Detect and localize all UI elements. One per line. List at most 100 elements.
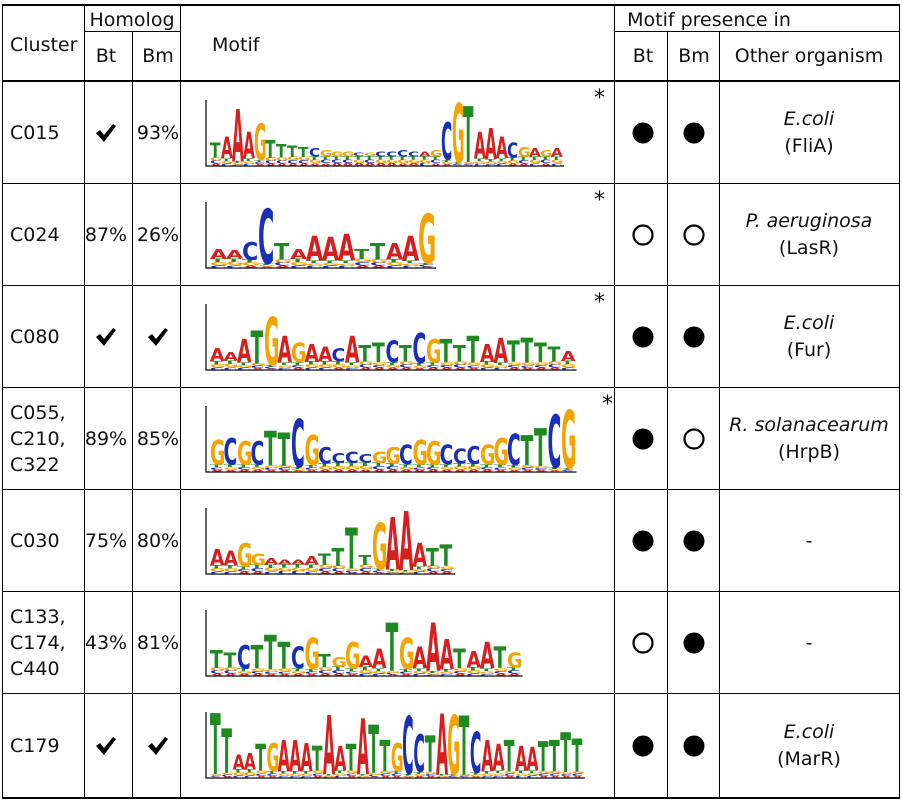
logo-minor-letter: A <box>397 163 409 168</box>
logo-letter: A <box>413 641 428 676</box>
logo-minor-letter: A <box>372 367 387 371</box>
logo-minor-letter: C <box>413 673 427 677</box>
logo-minor-letter: G <box>210 261 228 266</box>
logo-minor-letter: A <box>320 163 332 168</box>
logo-minor-letter: G <box>290 261 308 266</box>
logo-minor-letter: T <box>515 770 526 774</box>
logo-minor-letter: A <box>305 470 320 473</box>
logo-minor-letter: C <box>399 573 413 575</box>
logo-minor-letter: C <box>306 265 322 269</box>
logo-minor-letter: A <box>399 674 414 677</box>
logo-minor-letter: G <box>210 667 225 672</box>
logo-minor-letter: C <box>278 570 292 575</box>
logo-minor-letter: C <box>413 571 427 575</box>
logo-minor-letter: G <box>221 772 234 775</box>
logo-letter: A <box>419 150 432 158</box>
logo-minor-letter: C <box>254 161 265 165</box>
logo-minor-letter: C <box>345 570 359 573</box>
logo-minor-letter: C <box>331 159 342 164</box>
logo-letter: T <box>318 652 331 673</box>
logo-minor-letter: C <box>210 670 224 675</box>
logo-minor-letter: T <box>496 158 507 162</box>
logo-letter: T <box>467 329 480 372</box>
logo-minor-letter: C <box>237 367 251 371</box>
logo-letter: C <box>359 452 373 465</box>
logo-minor-letter: A <box>278 470 293 473</box>
logo-minor-letter: C <box>419 162 430 167</box>
logo-minor-letter: C <box>305 467 319 471</box>
logo-minor-letter: C <box>518 159 529 164</box>
logo-minor-letter: G <box>298 156 311 161</box>
logo-minor-letter: A <box>453 367 468 371</box>
logo-minor-letter: T <box>399 669 413 673</box>
logo-minor-letter: T <box>470 772 481 775</box>
logo-minor-letter: G <box>549 770 562 774</box>
logo-minor-letter: T <box>210 565 224 570</box>
filled-circle-icon <box>632 428 654 450</box>
column-divider <box>899 4 900 799</box>
logo-minor-letter: T <box>467 667 481 672</box>
logo-minor-letter: A <box>359 367 374 371</box>
logo-letter: A <box>551 147 564 160</box>
logo-minor-letter: G <box>426 565 441 570</box>
logo-minor-letter: G <box>480 364 495 369</box>
logo-minor-letter: A <box>463 164 476 166</box>
logo-minor-letter: G <box>521 465 536 469</box>
logo-minor-letter: A <box>364 162 376 167</box>
logo-minor-letter: T <box>474 158 485 162</box>
logo-letter: T <box>370 239 386 265</box>
logo-minor-letter: T <box>391 770 402 774</box>
logo-letter: T <box>345 516 358 582</box>
logo-minor-letter: C <box>276 160 287 165</box>
logo-minor-letter: G <box>278 465 293 469</box>
logo-letter: A <box>359 653 374 671</box>
logo-minor-letter: T <box>224 360 238 365</box>
logo-minor-letter: C <box>237 568 251 572</box>
logo-minor-letter: G <box>345 365 360 369</box>
logo-letter: A <box>264 557 279 567</box>
logo-letter: G <box>518 146 531 161</box>
logo-minor-letter: G <box>561 363 576 368</box>
logo-minor-letter: A <box>518 163 530 167</box>
logo-minor-letter: A <box>399 469 414 473</box>
logo-minor-letter: C <box>548 364 562 369</box>
header-presence-bt: Bt <box>632 45 654 67</box>
logo-minor-letter: A <box>391 775 404 778</box>
logo-letter: T <box>453 644 466 675</box>
logo-minor-letter: C <box>274 262 290 267</box>
logo-minor-letter: A <box>251 469 266 473</box>
logo-minor-letter: A <box>251 571 266 575</box>
logo-minor-letter: A <box>426 571 441 575</box>
logo-minor-letter: C <box>515 775 527 779</box>
header-motif: Motif <box>212 34 260 56</box>
logo-minor-letter: A <box>291 470 306 472</box>
logo-minor-letter: G <box>210 568 225 573</box>
logo-minor-letter: G <box>515 772 528 776</box>
filled-circle-icon <box>632 122 654 144</box>
logo-letter: T <box>494 641 507 676</box>
logo-minor-letter: A <box>572 776 585 779</box>
logo-letter: C <box>291 641 305 676</box>
logo-letter: T <box>210 704 221 786</box>
logo-letter: A <box>306 229 324 269</box>
logo-letter: G <box>210 435 225 473</box>
logo-letter: G <box>426 334 441 371</box>
logo-letter: C <box>413 327 427 373</box>
logo-minor-letter: C <box>244 775 256 779</box>
logo-minor-letter: T <box>386 156 397 161</box>
header-other-organism: Other organism <box>734 45 884 67</box>
logo-letter: C <box>258 195 274 276</box>
logo-letter: C <box>507 139 518 163</box>
logo-minor-letter: C <box>345 671 359 675</box>
other-organism-name: E.coli <box>783 312 835 334</box>
logo-minor-letter: C <box>265 160 276 165</box>
logo-minor-letter: G <box>354 258 372 263</box>
logo-letter: A <box>233 752 245 776</box>
logo-letter: T <box>221 717 232 786</box>
logo-minor-letter: A <box>467 469 482 473</box>
logo-letter: A <box>334 740 346 780</box>
logo-minor-letter: G <box>386 364 401 368</box>
logo-minor-letter: G <box>291 469 306 472</box>
logo-minor-letter: T <box>237 566 251 570</box>
logo-letter: T <box>440 539 453 574</box>
